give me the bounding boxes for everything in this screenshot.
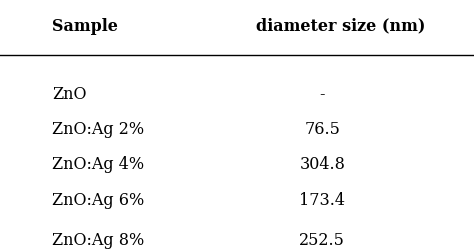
Text: -: -	[319, 86, 325, 103]
Text: 304.8: 304.8	[300, 156, 345, 173]
Text: 173.4: 173.4	[299, 192, 346, 208]
Text: ZnO:Ag 2%: ZnO:Ag 2%	[52, 121, 144, 138]
Text: ZnO: ZnO	[52, 86, 87, 103]
Text: Sample: Sample	[52, 18, 118, 35]
Text: ZnO:Ag 8%: ZnO:Ag 8%	[52, 232, 145, 249]
Text: diameter size (nm): diameter size (nm)	[256, 18, 425, 35]
Text: 76.5: 76.5	[304, 121, 340, 138]
Text: ZnO:Ag 6%: ZnO:Ag 6%	[52, 192, 145, 208]
Text: ZnO:Ag 4%: ZnO:Ag 4%	[52, 156, 144, 173]
Text: 252.5: 252.5	[300, 232, 345, 249]
